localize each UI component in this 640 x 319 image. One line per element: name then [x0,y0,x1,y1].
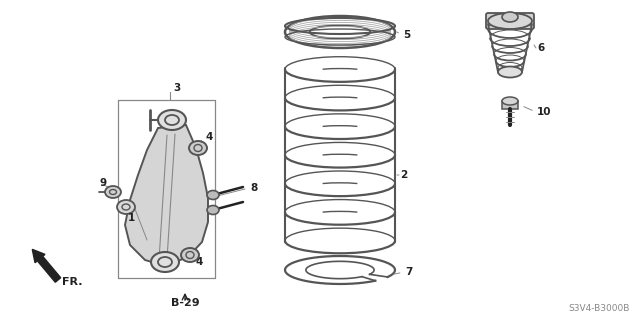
Text: FR.: FR. [62,277,83,287]
Ellipse shape [181,248,199,262]
Ellipse shape [502,97,518,105]
FancyBboxPatch shape [486,13,534,29]
Ellipse shape [207,205,219,214]
Polygon shape [125,125,208,265]
Ellipse shape [502,12,518,22]
Text: 1: 1 [128,213,135,223]
Text: 7: 7 [405,267,412,277]
Ellipse shape [105,186,121,198]
Text: B-29: B-29 [171,298,199,308]
FancyArrow shape [32,249,61,282]
Ellipse shape [151,252,179,272]
Ellipse shape [498,66,522,78]
Ellipse shape [207,190,219,199]
Text: 9: 9 [100,178,107,188]
Text: 3: 3 [173,83,180,93]
Ellipse shape [189,141,207,155]
Ellipse shape [488,13,532,29]
Text: 4: 4 [205,132,212,142]
Ellipse shape [117,200,135,214]
Text: 2: 2 [400,170,407,180]
Text: 5: 5 [403,30,410,40]
Text: S3V4-B3000B: S3V4-B3000B [568,304,630,313]
Ellipse shape [158,110,186,130]
Bar [502,101,518,109]
Text: 10: 10 [537,107,552,117]
Text: 4: 4 [196,257,204,267]
Text: 6: 6 [537,43,544,53]
Text: 8: 8 [250,183,257,193]
